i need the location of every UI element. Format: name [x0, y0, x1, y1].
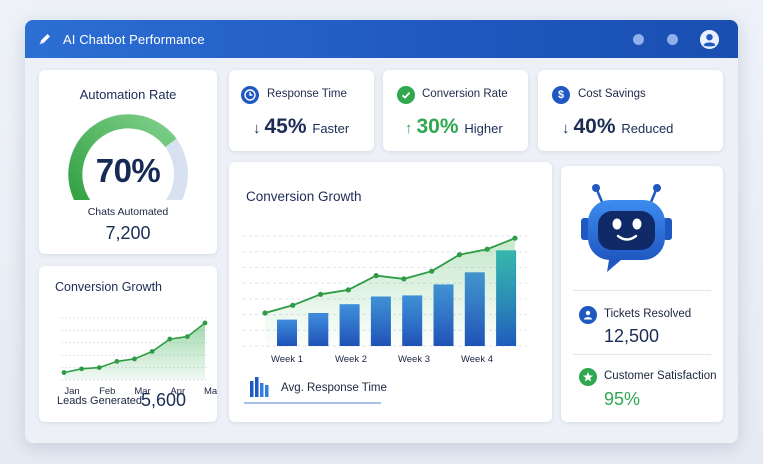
big-conversion-growth-card: Conversion Growth Week 1 Week 2 Week 3 Week…	[229, 162, 552, 422]
big-chart-heading: Conversion Growth	[246, 189, 362, 204]
response-time-card: Response Time ↓ 45% Faster	[229, 70, 374, 151]
chats-automated-value: 7,200	[105, 223, 151, 243]
automation-rate-card: Automation Rate 70% Chats Automated 7,20…	[39, 70, 217, 254]
dollar-icon: $	[552, 86, 570, 104]
automation-gauge	[68, 114, 188, 200]
big-area-fill	[265, 238, 515, 346]
big-x-tick-label: Week 1	[271, 354, 303, 365]
big-data-point	[373, 273, 379, 279]
customer-satisfaction-label: Customer Satisfaction	[604, 370, 717, 382]
small-data-point	[202, 320, 208, 326]
panel-divider-2	[573, 354, 711, 355]
window-title: AI Chatbot Performance	[63, 32, 205, 47]
avg-response-underline	[244, 402, 381, 404]
big-x-tick-label: Week 2	[335, 354, 367, 365]
big-data-point	[317, 291, 324, 297]
window-dot-1[interactable]	[633, 34, 644, 45]
leads-generated-label: Leads Generated	[57, 395, 143, 407]
chats-automated-label: Chats Automated	[87, 206, 169, 218]
small-data-point	[167, 336, 173, 342]
big-data-point	[484, 246, 490, 252]
conversion-rate-card: Conversion Rate ↑ 30% Higher	[383, 70, 528, 151]
big-x-tick-label: Week 3	[398, 354, 430, 365]
avg-response-bars-icon	[250, 377, 269, 397]
conversion-rate-label: Conversion Rate	[422, 88, 508, 100]
small-area-fill	[64, 323, 205, 380]
automation-rate-heading: Automation Rate	[79, 87, 177, 102]
customer-satisfaction-value: 95%	[604, 389, 641, 409]
small-data-point	[149, 349, 155, 354]
small-data-point	[114, 359, 120, 364]
big-x-tick-label: Week 4	[461, 354, 493, 365]
small-conversion-chart: Jan Feb Mar Apr May	[61, 317, 217, 397]
big-data-point	[290, 302, 296, 308]
pencil-icon	[39, 34, 50, 45]
big-conversion-chart: Week 1 Week 2 Week 3 Week 4	[243, 235, 527, 365]
chatbot-robot-icon	[581, 184, 672, 272]
tickets-resolved-label: Tickets Resolved	[604, 308, 692, 320]
small-data-point	[61, 370, 67, 375]
small-data-point	[184, 334, 190, 339]
conversion-rate-value: ↑ 30% Higher	[405, 115, 503, 138]
cost-savings-value: ↓ 40% Reduced	[562, 115, 674, 138]
big-data-point	[262, 310, 268, 316]
chatbot-panel: Tickets Resolved 12,500 Customer Satisfa…	[561, 166, 723, 422]
small-x-tick-label: Mar	[134, 386, 150, 397]
title-bar: AI Chatbot Performance	[25, 20, 738, 58]
big-data-point	[456, 252, 463, 258]
leads-generated-value: 5,600	[141, 390, 187, 410]
big-data-point	[401, 276, 407, 282]
clock-icon	[241, 86, 259, 104]
small-x-tick-label: May	[204, 386, 217, 397]
big-data-point	[429, 268, 435, 274]
dashboard-window: AI Chatbot Performance Automation Rate 7…	[25, 20, 738, 443]
user-avatar-icon[interactable]	[700, 30, 719, 49]
check-icon	[397, 86, 415, 104]
big-data-point	[345, 287, 351, 293]
big-series-line	[264, 237, 516, 314]
star-icon	[579, 368, 597, 386]
panel-divider	[573, 290, 711, 291]
response-time-label: Response Time	[267, 88, 347, 100]
small-data-point	[96, 365, 102, 370]
tickets-resolved-value: 12,500	[604, 326, 660, 346]
avg-response-time-label: Avg. Response Time	[281, 382, 387, 394]
small-data-point	[132, 356, 137, 362]
response-time-value: ↓ 45% Faster	[253, 115, 350, 138]
small-data-point	[79, 366, 85, 372]
cost-savings-card: $ Cost Savings ↓ 40% Reduced	[538, 70, 723, 151]
big-data-point	[512, 235, 518, 241]
small-x-tick-label: Feb	[99, 386, 115, 397]
small-x-tick-label: Jan	[64, 386, 79, 397]
window-dot-2[interactable]	[667, 34, 678, 45]
small-chart-heading: Conversion Growth	[55, 280, 162, 294]
cost-savings-label: Cost Savings	[578, 88, 646, 100]
small-conversion-growth-card: Conversion Growth Jan Feb Mar Apr May Leads …	[39, 266, 217, 422]
small-x-tick-label: Apr	[170, 386, 185, 397]
automation-percent: 70%	[95, 152, 161, 189]
user-icon	[579, 306, 597, 324]
